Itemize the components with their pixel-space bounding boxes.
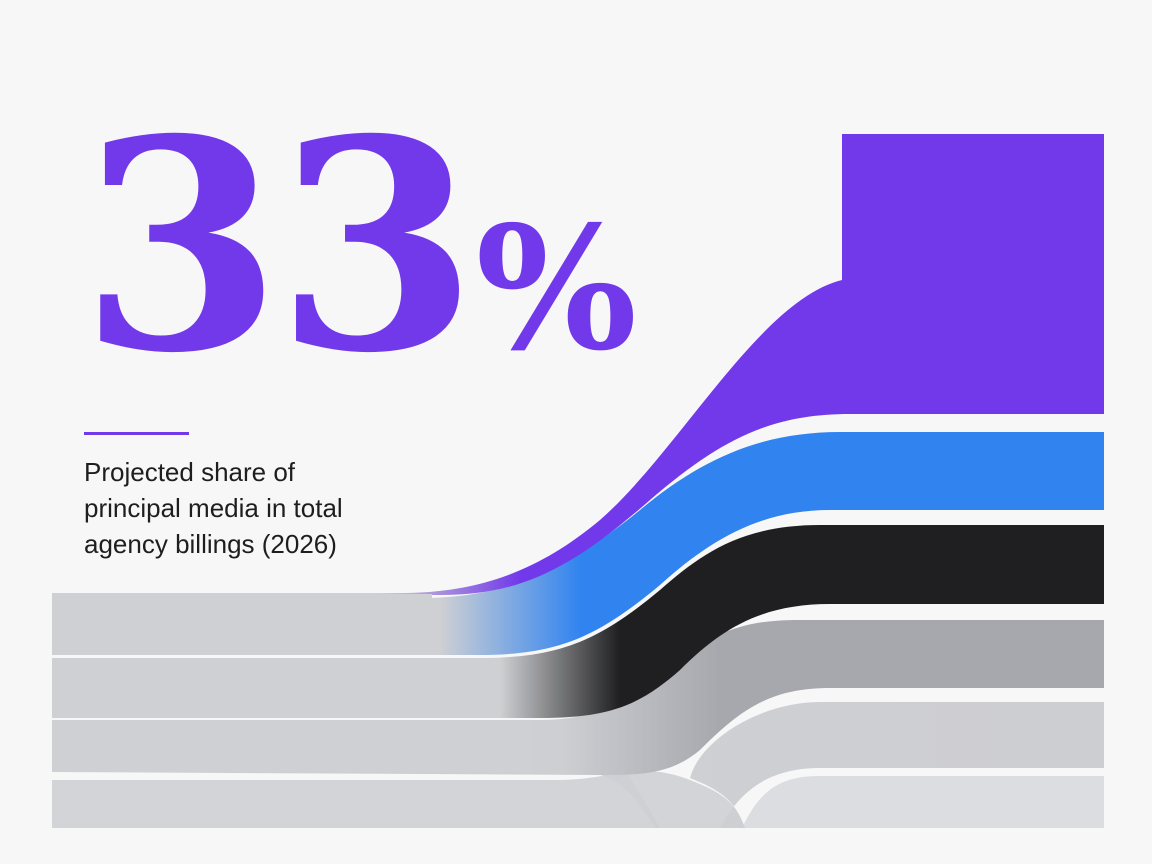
caption-line-1: Projected share of [84,457,296,487]
band-light-strip-2 [52,658,482,712]
caption-line-3: agency billings (2026) [84,529,337,559]
band-light-strip-4 [52,780,592,828]
headline-stat: 33% [80,102,637,422]
caption-line-2: principal media in total [84,493,343,523]
band-purple [52,134,1104,595]
stat-caption: Projected share of principal media in to… [84,454,444,562]
band-light-bottom-right [742,776,1104,828]
band-light-top-strip [52,594,432,646]
band-light-strip-3 [52,720,532,772]
stat-number: 33 [80,77,478,417]
accent-rule [84,432,189,435]
stat-unit: % [475,189,638,389]
